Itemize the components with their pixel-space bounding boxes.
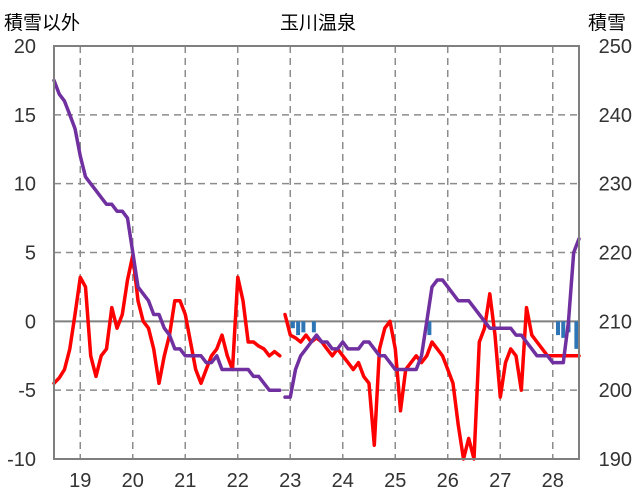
right-axis-label: 積雪 bbox=[588, 12, 627, 34]
left-tick-label: 20 bbox=[14, 36, 36, 58]
left-tick-label: 5 bbox=[25, 243, 36, 265]
x-tick-label: 27 bbox=[489, 470, 511, 492]
temperature-line bbox=[283, 292, 581, 461]
x-tick-label: 19 bbox=[69, 470, 91, 492]
left-tick-label: 10 bbox=[14, 174, 36, 196]
right-tick-label: 240 bbox=[599, 105, 632, 127]
left-tick-label: 0 bbox=[25, 311, 36, 333]
precipitation-bar bbox=[296, 321, 301, 336]
left-axis-label: 積雪以外 bbox=[4, 12, 81, 34]
right-tick-label: 200 bbox=[599, 380, 632, 402]
right-tick-label: 220 bbox=[599, 243, 632, 265]
right-tick-label: 230 bbox=[599, 174, 632, 196]
x-tick-label: 28 bbox=[542, 470, 564, 492]
precipitation-bar bbox=[290, 321, 295, 329]
left-tick-label: 15 bbox=[14, 105, 36, 127]
left-tick-label: -5 bbox=[18, 380, 36, 402]
temperature-line bbox=[52, 253, 282, 386]
precipitation-bar bbox=[556, 321, 560, 336]
snow-depth-line bbox=[283, 236, 581, 399]
right-tick-label: 250 bbox=[599, 36, 632, 58]
left-tick-label: -10 bbox=[7, 449, 36, 471]
snow-depth-line bbox=[52, 78, 282, 392]
right-tick-label: 210 bbox=[599, 311, 632, 333]
plot-frame bbox=[53, 45, 580, 460]
precipitation-bar bbox=[561, 321, 566, 338]
series-lines bbox=[52, 78, 581, 461]
precipitation-bar bbox=[427, 321, 432, 336]
x-tick-label: 26 bbox=[437, 470, 459, 492]
precipitation-bar bbox=[301, 321, 306, 333]
tick-labels: 20 15 10 5 0 -5 -10 250 240 230 220 210 200 190 19 20 21… bbox=[7, 36, 632, 492]
x-tick-label: 24 bbox=[332, 470, 354, 492]
precipitation-bar bbox=[574, 321, 579, 349]
x-tick-label: 25 bbox=[384, 470, 406, 492]
chart-title: 玉川温泉 bbox=[279, 12, 356, 34]
precipitation-bar bbox=[311, 321, 316, 333]
x-tick-label: 20 bbox=[122, 470, 144, 492]
x-tick-label: 21 bbox=[174, 470, 196, 492]
x-tick-label: 23 bbox=[279, 470, 301, 492]
x-tick-label: 22 bbox=[227, 470, 249, 492]
right-tick-label: 190 bbox=[599, 449, 632, 471]
